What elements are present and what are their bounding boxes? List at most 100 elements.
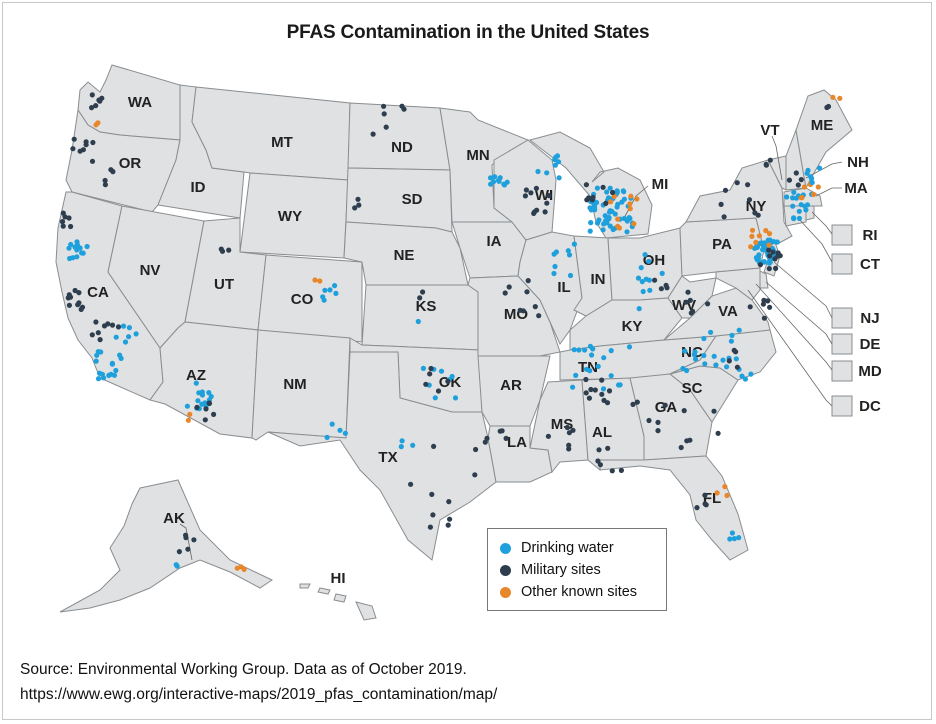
other-known-site bbox=[187, 411, 193, 417]
drinking-water-site bbox=[576, 347, 582, 353]
military-site bbox=[662, 402, 668, 408]
military-site bbox=[525, 278, 531, 284]
drinking-water-site bbox=[535, 168, 541, 175]
drinking-water-site bbox=[66, 245, 72, 251]
military-site bbox=[588, 386, 594, 393]
drinking-water-site bbox=[567, 272, 574, 279]
box-DC bbox=[831, 395, 853, 417]
military-site bbox=[603, 200, 609, 206]
drinking-water-site bbox=[501, 182, 508, 188]
drinking-water-site bbox=[552, 162, 559, 168]
drinking-water-site bbox=[174, 563, 180, 569]
other-known-site bbox=[815, 184, 821, 190]
drinking-water-site bbox=[551, 270, 557, 277]
drinking-water-site bbox=[449, 373, 455, 380]
military-site bbox=[381, 111, 387, 117]
box-CT bbox=[831, 253, 853, 275]
drinking-water-site bbox=[113, 334, 119, 340]
drinking-water-site bbox=[610, 226, 616, 233]
military-site bbox=[592, 387, 598, 393]
other-known-site bbox=[753, 239, 759, 245]
military-site bbox=[694, 505, 700, 511]
drinking-water-site bbox=[492, 174, 498, 180]
drinking-water-site bbox=[587, 228, 593, 234]
label-MA: MA bbox=[844, 180, 867, 197]
drinking-water-site bbox=[796, 215, 803, 221]
military-site bbox=[766, 266, 772, 272]
other-known-site bbox=[714, 490, 720, 496]
military-site bbox=[583, 390, 589, 396]
military-site bbox=[690, 308, 696, 314]
drinking-water-site bbox=[607, 185, 613, 191]
drinking-water-site bbox=[691, 351, 697, 358]
military-site bbox=[734, 180, 740, 186]
box-label-DC: DC bbox=[859, 398, 881, 415]
military-site bbox=[427, 371, 433, 377]
drinking-water-site bbox=[99, 371, 105, 377]
military-site bbox=[226, 247, 232, 253]
label-UT: UT bbox=[214, 276, 234, 293]
other-known-site bbox=[608, 199, 614, 205]
military-site bbox=[767, 157, 773, 163]
drinking-water-site bbox=[692, 356, 699, 362]
other-known-site bbox=[749, 227, 756, 233]
drinking-water-site bbox=[322, 287, 328, 293]
label-NV: NV bbox=[140, 262, 161, 279]
military-site bbox=[68, 223, 74, 230]
other-known-site bbox=[756, 233, 763, 239]
drinking-water-site bbox=[600, 227, 606, 233]
drinking-water-site bbox=[327, 287, 333, 293]
drinking-water-site bbox=[640, 288, 646, 295]
military-site bbox=[75, 302, 81, 308]
other-known-site bbox=[616, 225, 623, 231]
drinking-water-site bbox=[702, 361, 708, 367]
source-url: https://www.ewg.org/interactive-maps/201… bbox=[20, 686, 498, 703]
drinking-water-site bbox=[635, 275, 642, 281]
label-MI: MI bbox=[652, 176, 669, 193]
state-HI-4 bbox=[299, 583, 311, 589]
military-site bbox=[634, 399, 640, 405]
military-site bbox=[655, 419, 661, 425]
legend-label: Military sites bbox=[521, 562, 601, 578]
drinking-water-site bbox=[809, 179, 815, 186]
drinking-water-site bbox=[556, 175, 562, 181]
drinking-water-site bbox=[684, 367, 690, 374]
other-known-site bbox=[611, 193, 617, 199]
military-site bbox=[102, 177, 108, 184]
other-known-site bbox=[312, 277, 318, 283]
drinking-water-site bbox=[208, 393, 214, 400]
drinking-water-site bbox=[791, 216, 797, 222]
other-known-site bbox=[748, 244, 754, 250]
label-SC: SC bbox=[682, 380, 703, 397]
military-site bbox=[544, 200, 550, 206]
military-site bbox=[705, 301, 711, 307]
military-site bbox=[70, 146, 76, 152]
military-site bbox=[798, 177, 804, 183]
drinking-water-site bbox=[587, 368, 593, 374]
drinking-water-site bbox=[329, 421, 335, 427]
other-known-site bbox=[724, 492, 730, 499]
military-site bbox=[685, 289, 691, 295]
drinking-water-site bbox=[133, 331, 139, 337]
military-site bbox=[721, 214, 727, 220]
drinking-water-site bbox=[729, 332, 735, 338]
drinking-water-site bbox=[701, 335, 707, 342]
military-site bbox=[399, 103, 405, 109]
state-FL bbox=[599, 455, 749, 561]
label-MN: MN bbox=[466, 147, 489, 164]
label-WA: WA bbox=[128, 94, 152, 111]
military-site bbox=[765, 298, 771, 304]
drinking-water-site bbox=[816, 165, 823, 171]
drinking-water-site bbox=[626, 344, 633, 350]
military-site bbox=[93, 103, 99, 109]
box-label-DE: DE bbox=[860, 336, 881, 353]
military-site bbox=[605, 445, 611, 451]
military-site bbox=[793, 170, 799, 176]
military-site bbox=[590, 194, 596, 200]
drinking-water-site bbox=[608, 348, 614, 354]
label-AL: AL bbox=[592, 424, 612, 441]
drinking-water-site bbox=[614, 204, 620, 210]
other-known-site bbox=[766, 231, 773, 237]
drinking-water-site bbox=[731, 536, 738, 542]
drinking-water-site bbox=[636, 306, 642, 312]
